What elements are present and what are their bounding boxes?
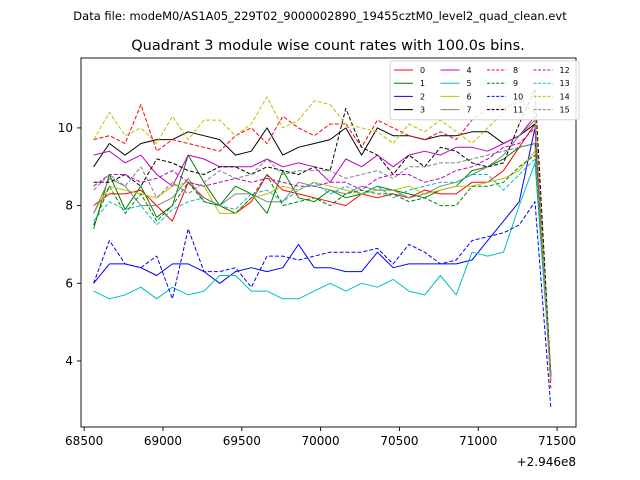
legend-frame: [389, 60, 580, 121]
x-tick-label: 71000: [459, 434, 497, 448]
y-tick-label: 4: [65, 354, 73, 368]
series-line-6: [93, 150, 552, 381]
chart-suptitle: Data file: modeM0/AS1A05_229T02_90000028…: [73, 9, 567, 23]
series-line-14: [93, 96, 552, 381]
legend-label-2: 2: [420, 92, 425, 101]
series-line-15: [93, 143, 552, 377]
legend-label-5: 5: [467, 79, 472, 88]
plot-frame: [80, 57, 577, 428]
legend-label-3: 3: [420, 106, 425, 115]
series-line-1: [93, 143, 552, 377]
series-line-10: [93, 201, 552, 408]
chart-axes: 68500 69000 69500 70000 70500 71000 71500 4 6 8 10: [58, 121, 576, 448]
chart-series-group: [93, 88, 552, 408]
chart-title: Quadrant 3 module wise count rates with …: [131, 38, 525, 54]
legend-label-6: 6: [467, 92, 472, 101]
y-tick-label: 10: [58, 121, 73, 135]
series-line-9: [93, 154, 552, 373]
y-tick-label: 8: [65, 199, 73, 213]
legend-label-10: 10: [513, 92, 523, 101]
x-tick-label: 71500: [538, 434, 576, 448]
y-tick-label: 6: [65, 276, 73, 290]
series-line-5: [93, 162, 552, 377]
series-line-11: [93, 88, 552, 377]
legend-label-14: 14: [560, 92, 570, 101]
x-tick-label: 70000: [302, 434, 340, 448]
legend-label-4: 4: [467, 66, 472, 75]
legend-label-9: 9: [513, 79, 518, 88]
legend-label-13: 13: [560, 79, 570, 88]
x-tick-label: 69000: [144, 434, 182, 448]
x-tick-label: 70500: [380, 434, 418, 448]
series-line-8: [93, 100, 552, 389]
x-tick-label: 68500: [65, 434, 103, 448]
legend-label-7: 7: [467, 106, 472, 115]
legend-label-8: 8: [513, 66, 518, 75]
legend-label-0: 0: [420, 66, 425, 75]
legend-label-11: 11: [513, 106, 523, 115]
x-axis-offset-label: +2.946e8: [517, 455, 576, 469]
series-line-0: [93, 123, 552, 381]
series-line-3: [93, 123, 552, 377]
series-line-2: [93, 127, 552, 381]
legend-label-15: 15: [560, 106, 570, 115]
legend-label-1: 1: [420, 79, 425, 88]
legend-label-12: 12: [560, 66, 570, 75]
x-tick-label: 69500: [223, 434, 261, 448]
series-line-13: [93, 158, 552, 377]
